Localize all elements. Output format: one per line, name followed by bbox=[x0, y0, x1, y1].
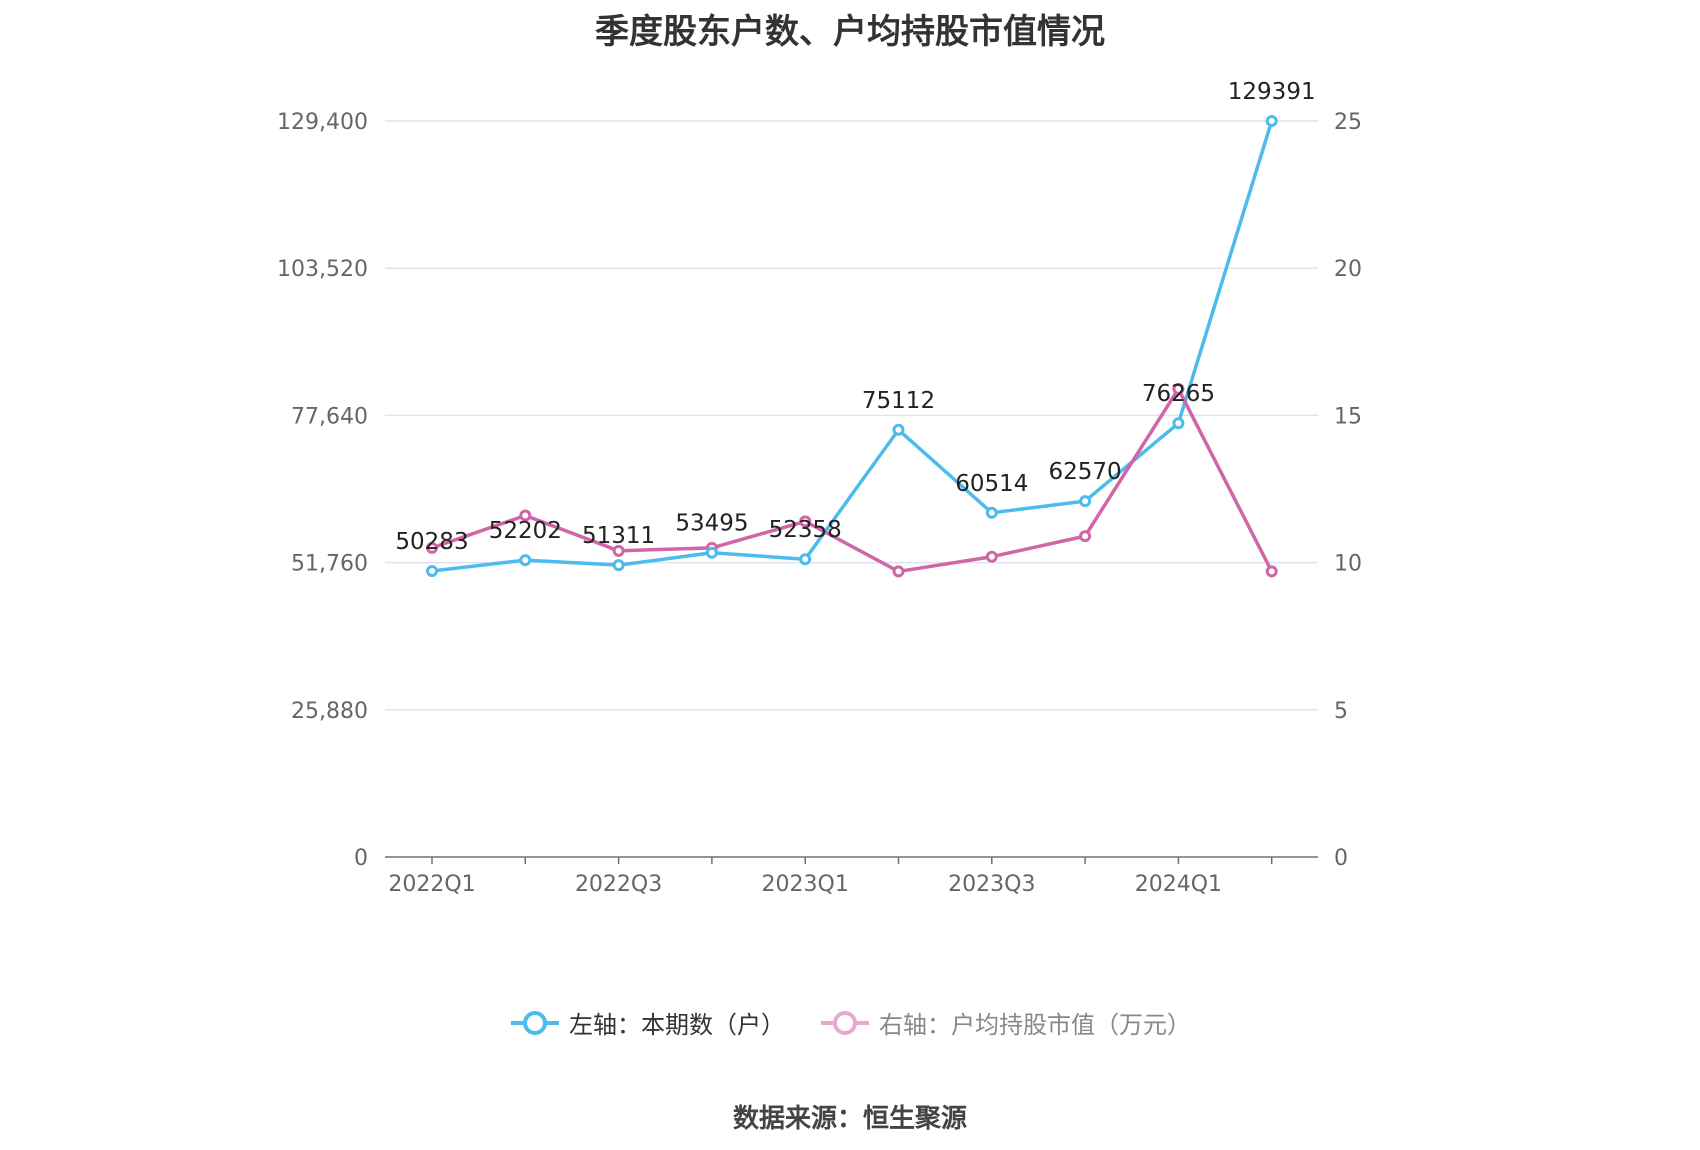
data-label: 62570 bbox=[1049, 459, 1122, 485]
series-point-right bbox=[426, 541, 438, 554]
data-label: 75112 bbox=[862, 388, 935, 414]
legend-item-left[interactable]: 左轴：本期数（户） bbox=[509, 1005, 785, 1040]
series-point-left bbox=[799, 553, 812, 566]
right-tick-label: 10 bbox=[1334, 552, 1362, 577]
legend-label-left: 左轴：本期数（户） bbox=[569, 1011, 785, 1039]
series-point-right bbox=[1079, 530, 1092, 543]
right-tick-label: 25 bbox=[1334, 110, 1362, 135]
data-label: 52358 bbox=[769, 517, 842, 543]
left-tick-label: 51,760 bbox=[291, 552, 368, 577]
left-tick-label: 103,520 bbox=[277, 257, 368, 282]
series-point-left bbox=[1172, 417, 1185, 430]
series-point-left bbox=[1079, 495, 1092, 508]
data-label: 60514 bbox=[955, 471, 1028, 497]
series-point-left bbox=[985, 506, 998, 519]
legend-left-line-icon bbox=[511, 1010, 559, 1035]
series-point-left bbox=[519, 554, 532, 567]
series-point-right bbox=[1265, 565, 1278, 578]
data-label: 50283 bbox=[395, 529, 468, 555]
left-tick-label: 77,640 bbox=[291, 404, 368, 429]
legend-item-right[interactable]: 右轴：户均持股市值（万元） bbox=[819, 1005, 1191, 1040]
data-label: 52202 bbox=[489, 518, 562, 544]
series-point-right bbox=[519, 509, 532, 522]
x-tick-label: 2023Q3 bbox=[948, 872, 1035, 897]
series-line-left bbox=[431, 120, 1274, 573]
data-label: 76265 bbox=[1142, 381, 1215, 407]
x-tick-label: 2022Q3 bbox=[575, 872, 662, 897]
x-tick-label: 2023Q1 bbox=[762, 872, 849, 897]
series-point-left bbox=[705, 546, 718, 559]
right-tick-label: 0 bbox=[1334, 846, 1348, 871]
series-point-left bbox=[892, 423, 905, 436]
chart-title: 季度股东户数、户均持股市值情况 bbox=[595, 12, 1105, 52]
right-tick-label: 20 bbox=[1334, 257, 1362, 282]
legend: 左轴：本期数（户） 右轴：户均持股市值（万元） bbox=[0, 1005, 1700, 1040]
data-source: 数据来源：恒生聚源 bbox=[732, 1104, 967, 1134]
series-point-left bbox=[1265, 115, 1278, 128]
legend-label-right: 右轴：户均持股市值（万元） bbox=[879, 1011, 1191, 1039]
x-tick-label: 2022Q1 bbox=[388, 872, 475, 897]
series-point-left bbox=[612, 559, 625, 572]
series-point-left bbox=[426, 565, 438, 578]
series-point-right bbox=[1172, 382, 1185, 395]
left-tick-label: 25,880 bbox=[291, 699, 368, 724]
series-point-right bbox=[985, 550, 998, 563]
legend-right-line-icon bbox=[821, 1010, 869, 1035]
series-point-right bbox=[612, 544, 625, 557]
right-tick-label: 5 bbox=[1334, 699, 1348, 724]
left-tick-label: 0 bbox=[354, 846, 368, 871]
series-point-right bbox=[799, 515, 812, 528]
series-line-right bbox=[431, 387, 1274, 574]
data-label: 51311 bbox=[582, 523, 655, 549]
data-label: 129391 bbox=[1228, 79, 1316, 105]
left-tick-label: 129,400 bbox=[277, 110, 368, 135]
series-point-right bbox=[892, 565, 905, 578]
right-tick-label: 15 bbox=[1334, 404, 1362, 429]
x-tick-label: 2024Q1 bbox=[1135, 872, 1222, 897]
data-label: 53495 bbox=[675, 511, 748, 537]
